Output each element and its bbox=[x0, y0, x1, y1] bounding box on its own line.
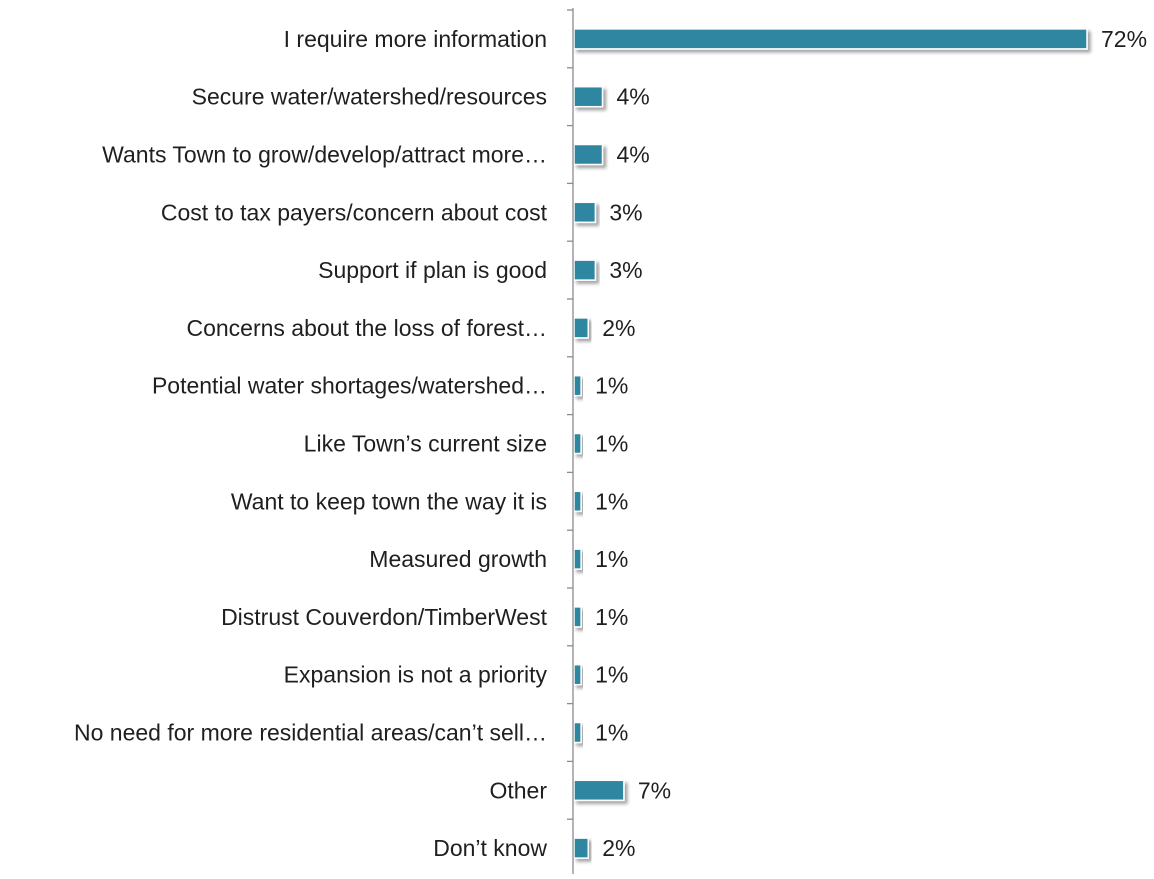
bar bbox=[573, 548, 582, 570]
bar bbox=[573, 259, 597, 281]
bar bbox=[573, 143, 604, 166]
bar bbox=[573, 490, 582, 513]
data-label: 4% bbox=[617, 84, 650, 110]
data-label: 2% bbox=[602, 835, 635, 861]
category-label: Don’t know bbox=[433, 835, 547, 861]
bar bbox=[573, 606, 582, 628]
category-label: Like Town’s current size bbox=[304, 431, 547, 457]
category-label: I require more information bbox=[284, 26, 547, 52]
category-label: No need for more residential areas/can’t… bbox=[74, 720, 547, 746]
category-label: Distrust Couverdon/TimberWest bbox=[221, 604, 548, 630]
category-label: Other bbox=[489, 777, 547, 803]
bar bbox=[573, 779, 625, 802]
data-label: 1% bbox=[595, 373, 628, 399]
bar bbox=[573, 432, 582, 455]
category-label: Support if plan is good bbox=[318, 257, 547, 283]
bar bbox=[573, 28, 1088, 50]
category-label: Expansion is not a priority bbox=[284, 662, 548, 688]
bar bbox=[573, 85, 604, 108]
data-label: 1% bbox=[595, 604, 628, 630]
bar bbox=[573, 317, 589, 339]
category-label: Cost to tax payers/concern about cost bbox=[161, 199, 548, 225]
data-label: 3% bbox=[609, 257, 642, 283]
data-label: 1% bbox=[595, 431, 628, 457]
category-label: Potential water shortages/watershed… bbox=[152, 373, 547, 399]
labels-layer: I require more information 72% Secure wate… bbox=[74, 26, 1147, 861]
bar bbox=[573, 663, 582, 686]
data-label: 72% bbox=[1101, 26, 1147, 52]
category-label: Want to keep town the way it is bbox=[231, 488, 547, 514]
data-label: 1% bbox=[595, 662, 628, 688]
y-axis bbox=[567, 8, 574, 879]
data-label: 1% bbox=[595, 546, 628, 572]
bar bbox=[573, 374, 582, 397]
data-label: 7% bbox=[638, 777, 671, 803]
data-label: 4% bbox=[617, 142, 650, 168]
bar bbox=[573, 721, 582, 744]
bar bbox=[573, 837, 589, 859]
data-label: 2% bbox=[602, 315, 635, 341]
data-label: 1% bbox=[595, 720, 628, 746]
category-label: Secure water/watershed/resources bbox=[192, 84, 547, 110]
data-label: 1% bbox=[595, 488, 628, 514]
category-label: Wants Town to grow/develop/attract more… bbox=[102, 142, 547, 168]
bar bbox=[573, 201, 597, 224]
bars-layer bbox=[573, 28, 1088, 859]
category-label: Measured growth bbox=[369, 546, 547, 572]
category-label: Concerns about the loss of forest… bbox=[186, 315, 547, 341]
data-label: 3% bbox=[609, 199, 642, 225]
